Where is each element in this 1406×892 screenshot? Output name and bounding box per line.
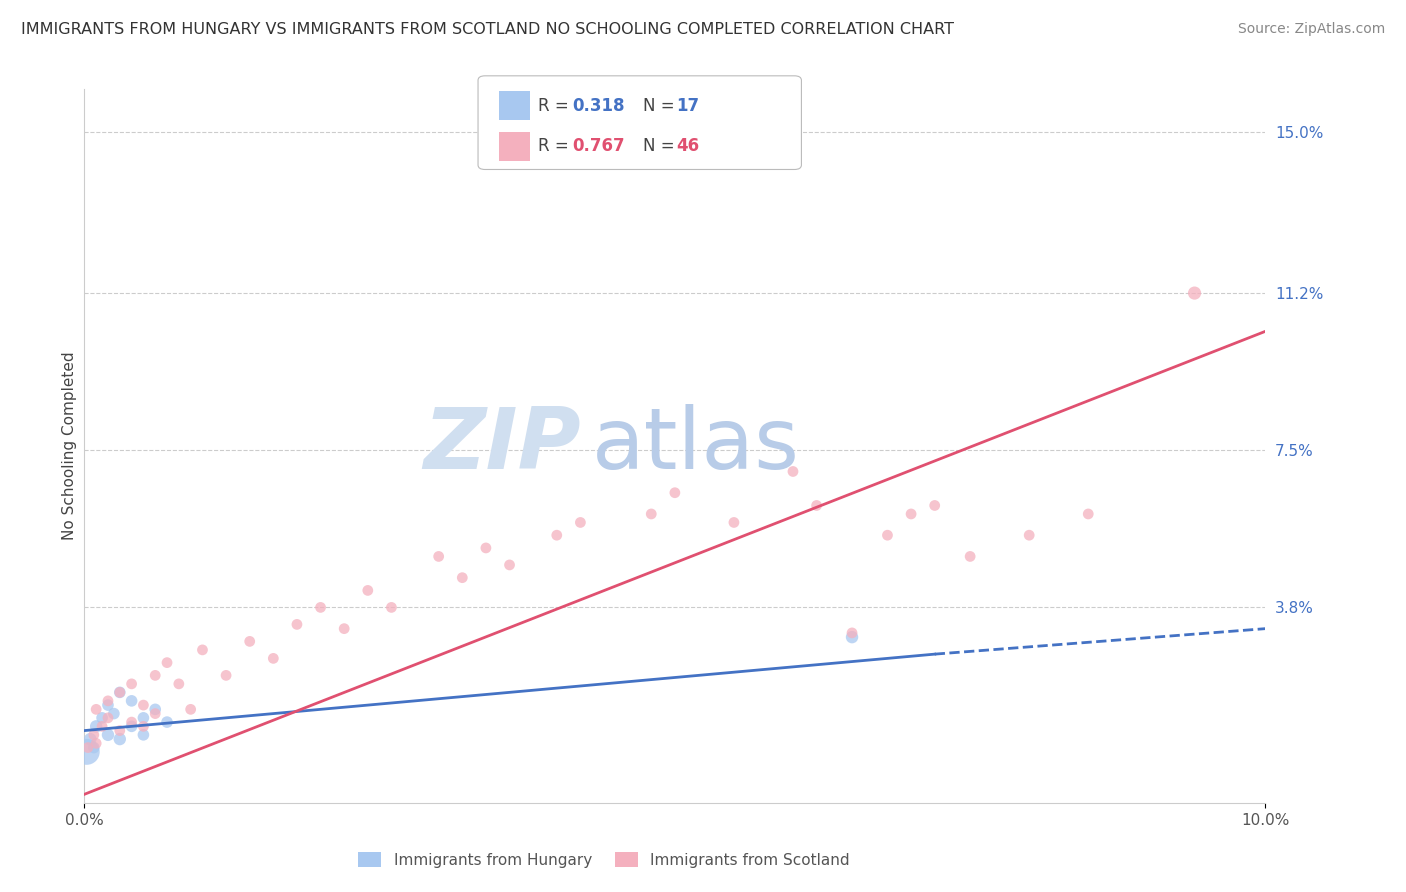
Point [76, 745, 98, 759]
Point [91, 719, 114, 733]
Point [664, 485, 686, 500]
Point [143, 702, 166, 716]
Point [285, 617, 308, 632]
Point [97, 728, 120, 742]
Text: R =: R = [538, 137, 575, 155]
Point [121, 694, 143, 708]
Text: Source: ZipAtlas.com: Source: ZipAtlas.com [1237, 22, 1385, 37]
Text: 0.767: 0.767 [572, 137, 624, 155]
Point [121, 719, 143, 733]
Point [132, 728, 155, 742]
Point [451, 571, 474, 585]
Point [309, 600, 332, 615]
Point [143, 668, 166, 682]
Legend: Immigrants from Hungary, Immigrants from Scotland: Immigrants from Hungary, Immigrants from… [353, 846, 856, 873]
Point [380, 600, 402, 615]
Point [132, 711, 155, 725]
Point [1184, 286, 1206, 301]
Text: ZIP: ZIP [423, 404, 581, 488]
Point [841, 630, 863, 644]
Point [333, 622, 356, 636]
Point [782, 465, 804, 479]
Point [498, 558, 520, 572]
Point [1018, 528, 1040, 542]
Point [91, 711, 114, 725]
Point [546, 528, 568, 542]
Point [132, 698, 155, 712]
Point [1077, 507, 1099, 521]
Point [84, 702, 107, 716]
Point [79, 732, 101, 747]
Point [83, 740, 105, 755]
Point [427, 549, 450, 564]
Point [475, 541, 498, 555]
Point [156, 656, 179, 670]
Point [83, 728, 105, 742]
Point [357, 583, 380, 598]
Point [97, 698, 120, 712]
Text: atlas: atlas [592, 404, 800, 488]
Point [876, 528, 898, 542]
Text: IMMIGRANTS FROM HUNGARY VS IMMIGRANTS FROM SCOTLAND NO SCHOOLING COMPLETED CORRE: IMMIGRANTS FROM HUNGARY VS IMMIGRANTS FR… [21, 22, 955, 37]
Text: R =: R = [538, 96, 575, 115]
Point [103, 706, 125, 721]
Point [262, 651, 284, 665]
Point [239, 634, 262, 648]
Point [180, 702, 202, 716]
Point [215, 668, 238, 682]
Point [77, 740, 100, 755]
Point [97, 711, 120, 725]
Point [108, 732, 131, 747]
Point [640, 507, 662, 521]
Point [132, 719, 155, 733]
Point [108, 685, 131, 699]
Point [959, 549, 981, 564]
Point [84, 719, 107, 733]
Point [167, 677, 190, 691]
Point [191, 643, 214, 657]
Point [569, 516, 592, 530]
Text: 0.318: 0.318 [572, 96, 624, 115]
Point [900, 507, 922, 521]
Point [84, 736, 107, 750]
Point [156, 715, 179, 730]
Point [97, 694, 120, 708]
Point [841, 626, 863, 640]
Point [108, 685, 131, 699]
Text: N =: N = [643, 137, 679, 155]
Point [806, 499, 828, 513]
Text: 46: 46 [676, 137, 699, 155]
Point [723, 516, 745, 530]
Y-axis label: No Schooling Completed: No Schooling Completed [62, 351, 77, 541]
Point [924, 499, 946, 513]
Text: 17: 17 [676, 96, 699, 115]
Point [121, 715, 143, 730]
Text: N =: N = [643, 96, 679, 115]
Point [143, 706, 166, 721]
Point [108, 723, 131, 738]
Point [121, 677, 143, 691]
